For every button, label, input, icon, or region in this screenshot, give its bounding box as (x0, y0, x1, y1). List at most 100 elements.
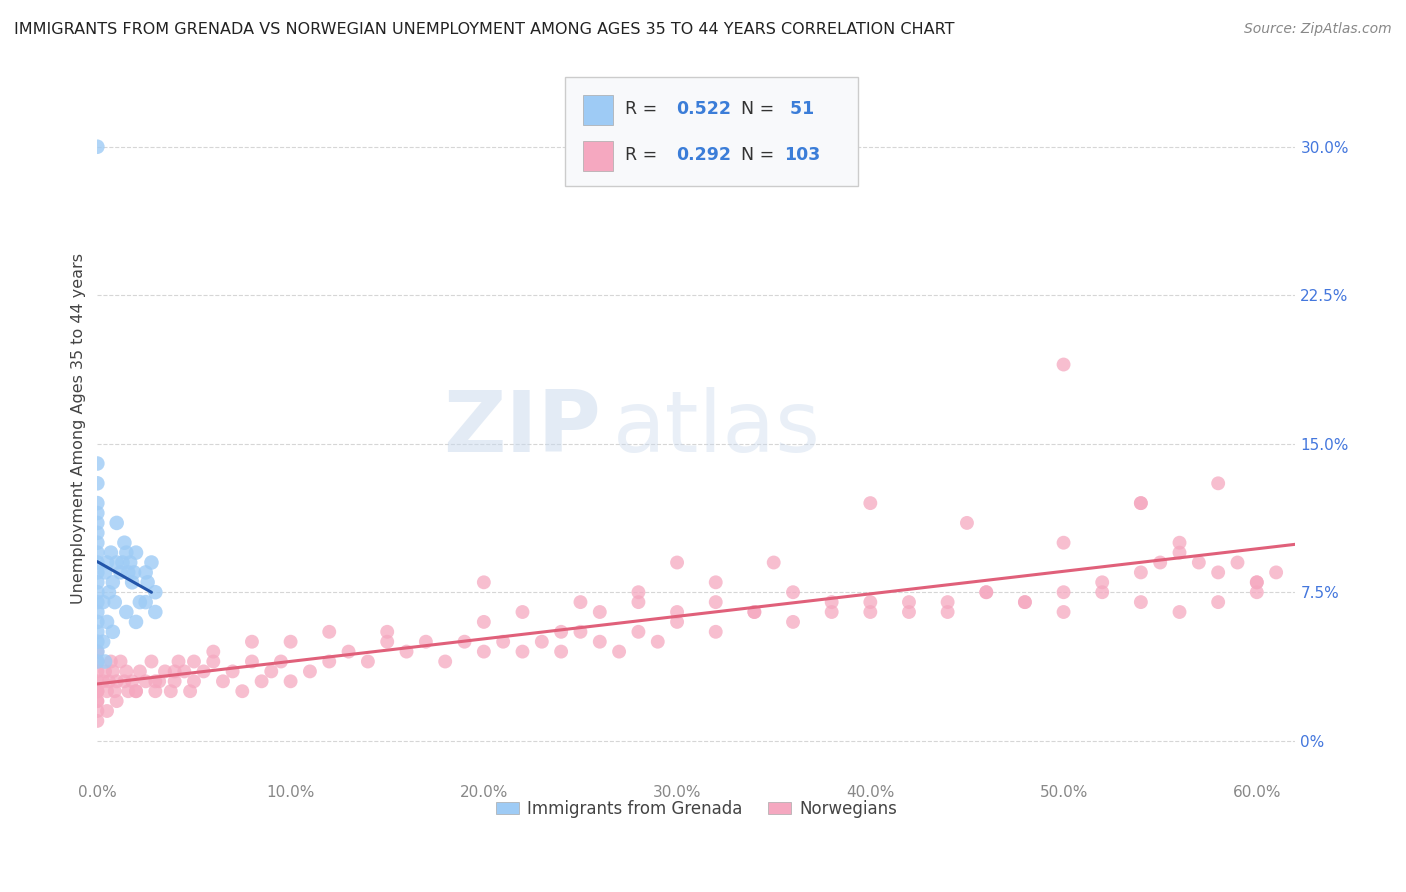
Point (318, 624, 340, 639)
Point (472, 575, 495, 590)
Point (86, 684, 108, 698)
Point (153, 665, 176, 679)
Text: 0.292: 0.292 (676, 146, 731, 164)
Point (1091, 575, 1114, 590)
Point (86, 595, 108, 609)
Point (1168, 605, 1191, 619)
Point (86, 535, 108, 549)
Point (86, 714, 108, 728)
Point (1168, 546, 1191, 560)
Point (1246, 585, 1268, 599)
Point (121, 674, 143, 689)
Point (298, 665, 321, 679)
Point (183, 674, 205, 689)
Point (193, 665, 215, 679)
Point (589, 634, 612, 648)
Point (159, 684, 181, 698)
Text: N =: N = (741, 100, 779, 118)
Point (101, 575, 124, 590)
Point (1246, 575, 1268, 590)
Point (104, 684, 127, 698)
Point (86, 575, 108, 590)
Point (472, 615, 495, 629)
Point (167, 655, 190, 669)
Point (1188, 556, 1211, 570)
Text: N =: N = (741, 146, 779, 164)
Point (163, 665, 186, 679)
Point (135, 566, 157, 580)
Point (101, 624, 124, 639)
Point (569, 595, 592, 609)
Point (86, 684, 108, 698)
Text: R =: R = (624, 146, 662, 164)
Point (100, 655, 122, 669)
Point (762, 556, 785, 570)
Point (337, 645, 360, 659)
Point (1052, 535, 1074, 549)
Point (415, 634, 437, 648)
Point (94, 665, 117, 679)
Point (221, 665, 243, 679)
Text: 103: 103 (785, 146, 820, 164)
Point (117, 566, 139, 580)
Point (936, 605, 959, 619)
Point (512, 645, 534, 659)
Point (86, 556, 108, 570)
Point (512, 605, 534, 619)
Point (897, 605, 920, 619)
Point (627, 585, 650, 599)
Point (86, 674, 108, 689)
Point (704, 575, 727, 590)
Point (143, 585, 166, 599)
Point (1129, 595, 1152, 609)
Point (86, 704, 108, 718)
Point (96, 615, 118, 629)
Point (395, 645, 418, 659)
Point (143, 674, 166, 689)
Point (86, 655, 108, 669)
Point (86, 457, 108, 471)
Text: 51: 51 (785, 100, 814, 118)
FancyBboxPatch shape (582, 95, 613, 125)
Point (97, 585, 120, 599)
Point (744, 605, 766, 619)
Point (627, 595, 650, 609)
Point (280, 634, 302, 648)
Point (179, 684, 201, 698)
Point (86, 525, 108, 540)
Point (86, 684, 108, 698)
Point (1246, 575, 1268, 590)
Point (589, 605, 612, 619)
Point (782, 615, 804, 629)
Point (112, 674, 135, 689)
Point (1265, 566, 1288, 580)
Point (1129, 496, 1152, 510)
Point (183, 655, 205, 669)
Point (569, 624, 592, 639)
Point (627, 624, 650, 639)
Point (125, 546, 148, 560)
Point (120, 556, 142, 570)
Point (141, 556, 163, 570)
Point (112, 535, 135, 549)
Point (1091, 585, 1114, 599)
FancyBboxPatch shape (582, 142, 613, 171)
Point (375, 624, 398, 639)
Point (86, 624, 108, 639)
Point (357, 655, 380, 669)
Point (86, 694, 108, 708)
Point (86, 516, 108, 530)
Point (115, 665, 138, 679)
Point (1014, 595, 1036, 609)
Point (453, 634, 475, 648)
Point (260, 665, 283, 679)
Point (143, 605, 166, 619)
Point (94, 655, 117, 669)
Legend: Immigrants from Grenada, Norwegians: Immigrants from Grenada, Norwegians (489, 793, 904, 825)
Point (666, 605, 689, 619)
Text: 0.522: 0.522 (676, 100, 731, 118)
Point (1206, 595, 1229, 609)
Point (956, 516, 979, 530)
Point (472, 645, 495, 659)
Point (86, 506, 108, 520)
